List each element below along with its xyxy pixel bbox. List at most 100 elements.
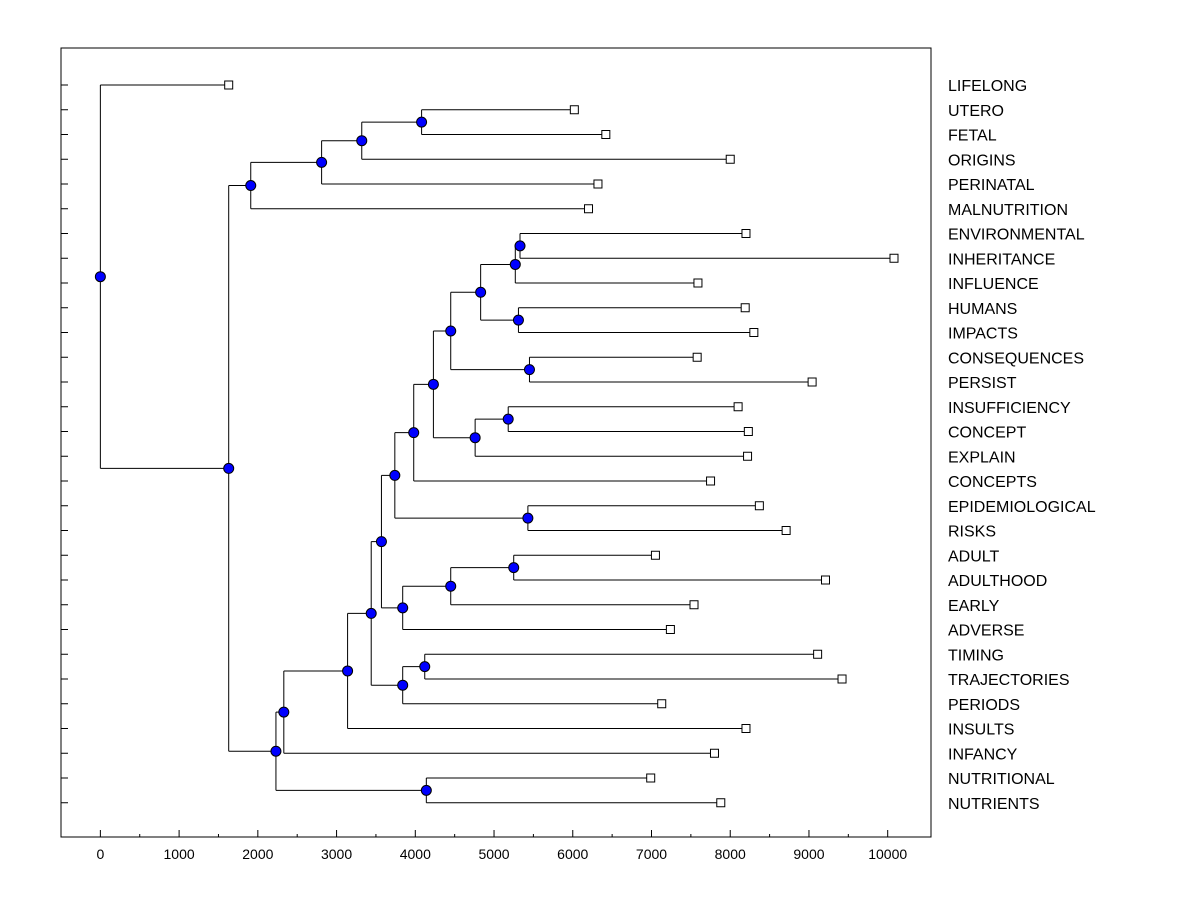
node-n_ut_fe	[416, 116, 428, 128]
leaf-marker-periods	[657, 699, 667, 709]
leaf-label-perinatal: PERINATAL	[948, 177, 1035, 194]
node-n_expl	[469, 432, 481, 444]
leaf-label-inheritance: INHERITANCE	[948, 251, 1055, 268]
node-n_c	[427, 378, 439, 390]
leaf-label-adult: ADULT	[948, 548, 999, 565]
node-n_infl	[509, 258, 521, 270]
node-n_tim_traj	[419, 661, 431, 673]
node-n_infa	[278, 706, 290, 718]
node-n_nut	[420, 784, 432, 796]
x-tick-label: 9000	[793, 846, 824, 862]
leaf-marker-persist	[807, 377, 817, 387]
leaf-label-lifelong: LIFELONG	[948, 78, 1027, 95]
node-n_insu	[342, 665, 354, 677]
leaf-marker-impacts	[749, 328, 759, 337]
x-tick-label: 1000	[164, 846, 195, 862]
leaf-marker-infancy	[709, 748, 719, 758]
leaf-marker-early	[689, 600, 699, 610]
node-n_e	[375, 536, 387, 548]
node-n_epi_risk	[522, 512, 534, 524]
node-n_peri	[316, 156, 328, 168]
leaf-label-fetal: FETAL	[948, 128, 997, 145]
node-n_root	[94, 271, 106, 283]
leaf-label-nutritional: NUTRITIONAL	[948, 771, 1055, 788]
leaf-marker-humans	[740, 303, 750, 313]
leaf-label-explain: EXPLAIN	[948, 449, 1016, 466]
leaf-label-nutrients: NUTRIENTS	[948, 796, 1040, 813]
leaf-label-insufficiency: INSUFFICIENCY	[948, 400, 1071, 417]
leaf-marker-adult	[650, 550, 660, 560]
leaf-marker-utero	[569, 105, 579, 115]
node-n_b	[445, 325, 457, 337]
leaf-label-origins: ORIGINS	[948, 152, 1016, 169]
node-n_hum_imp	[512, 314, 524, 326]
x-tick-label: 5000	[478, 846, 509, 862]
node-n_env_inh	[514, 240, 526, 252]
leaf-label-environmental: ENVIRONMENTAL	[948, 227, 1085, 244]
links-layer	[99, 84, 894, 804]
ticks-layer: 0 1000 2000 3000 4000 5000 6000 7000 8000 9000 100…	[61, 84, 907, 862]
leaf-label-persist: PERSIST	[948, 375, 1017, 392]
labels-layer: LIFELONG UTERO FETAL ORIGINS PERINATAL MALNUT…	[948, 78, 1096, 813]
leaf-label-adulthood: ADULTHOOD	[948, 573, 1047, 590]
leaf-marker-adulthood	[820, 575, 830, 585]
x-tick-label: 0	[96, 846, 104, 862]
leaf-marker-insults	[741, 724, 751, 733]
x-tick-label: 6000	[557, 846, 588, 862]
leaf-label-impacts: IMPACTS	[948, 326, 1018, 343]
node-n_a	[475, 286, 487, 298]
leaf-marker-inheritance	[889, 253, 899, 263]
leaf-marker-lifelong	[224, 80, 234, 90]
leaf-marker-influence	[693, 278, 703, 288]
leaf-marker-insufficiency	[733, 402, 743, 412]
node-n_cons	[408, 427, 420, 439]
nodes-layer	[94, 116, 535, 796]
leaf-marker-environmental	[741, 229, 751, 238]
leaf-label-influence: INFLUENCE	[948, 276, 1039, 293]
leaves-layer	[224, 80, 899, 808]
node-n_h	[223, 462, 235, 474]
node-n_adv	[397, 602, 409, 614]
leaf-marker-adverse	[665, 625, 675, 634]
leaf-label-adverse: ADVERSE	[948, 623, 1024, 640]
leaf-label-trajectories: TRAJECTORIES	[948, 672, 1070, 689]
leaf-label-early: EARLY	[948, 598, 1000, 615]
leaf-marker-epidemiological	[754, 501, 764, 511]
leaf-marker-risks	[781, 526, 791, 535]
node-n_f	[365, 607, 377, 619]
x-tick-label: 7000	[636, 846, 667, 862]
leaf-marker-origins	[725, 154, 735, 164]
leaf-marker-nutritional	[646, 773, 656, 783]
node-n_perd	[397, 679, 409, 691]
leaf-label-insults: INSULTS	[948, 722, 1014, 739]
leaf-label-infancy: INFANCY	[948, 746, 1018, 763]
x-tick-label: 4000	[400, 846, 431, 862]
leaf-label-malnutrition: MALNUTRITION	[948, 202, 1068, 219]
plot-frame	[60, 47, 932, 838]
node-n_mal	[245, 180, 257, 192]
node-n_adu	[508, 562, 520, 574]
node-n_d	[389, 469, 401, 481]
node-n_g	[270, 745, 282, 757]
x-tick-label: 10000	[868, 846, 907, 862]
leaf-label-epidemiological: EPIDEMIOLOGICAL	[948, 499, 1096, 516]
leaf-marker-nutrients	[716, 798, 726, 808]
leaf-label-periods: PERIODS	[948, 697, 1020, 714]
leaf-label-timing: TIMING	[948, 647, 1004, 664]
leaf-marker-trajectories	[837, 674, 847, 684]
leaf-label-humans: HUMANS	[948, 301, 1017, 318]
leaf-marker-perinatal	[593, 179, 603, 189]
leaf-marker-concepts	[706, 476, 716, 486]
x-tick-label: 8000	[715, 846, 746, 862]
node-n_ori	[356, 135, 368, 147]
x-tick-label: 2000	[242, 846, 273, 862]
leaf-label-concept: CONCEPT	[948, 425, 1026, 442]
leaf-marker-consequences	[692, 352, 702, 362]
leaf-marker-timing	[813, 649, 823, 659]
node-n_ins_con	[502, 413, 514, 425]
leaf-marker-fetal	[601, 130, 611, 139]
leaf-marker-malnutrition	[584, 204, 594, 214]
x-tick-label: 3000	[321, 846, 352, 862]
leaf-label-utero: UTERO	[948, 103, 1004, 120]
